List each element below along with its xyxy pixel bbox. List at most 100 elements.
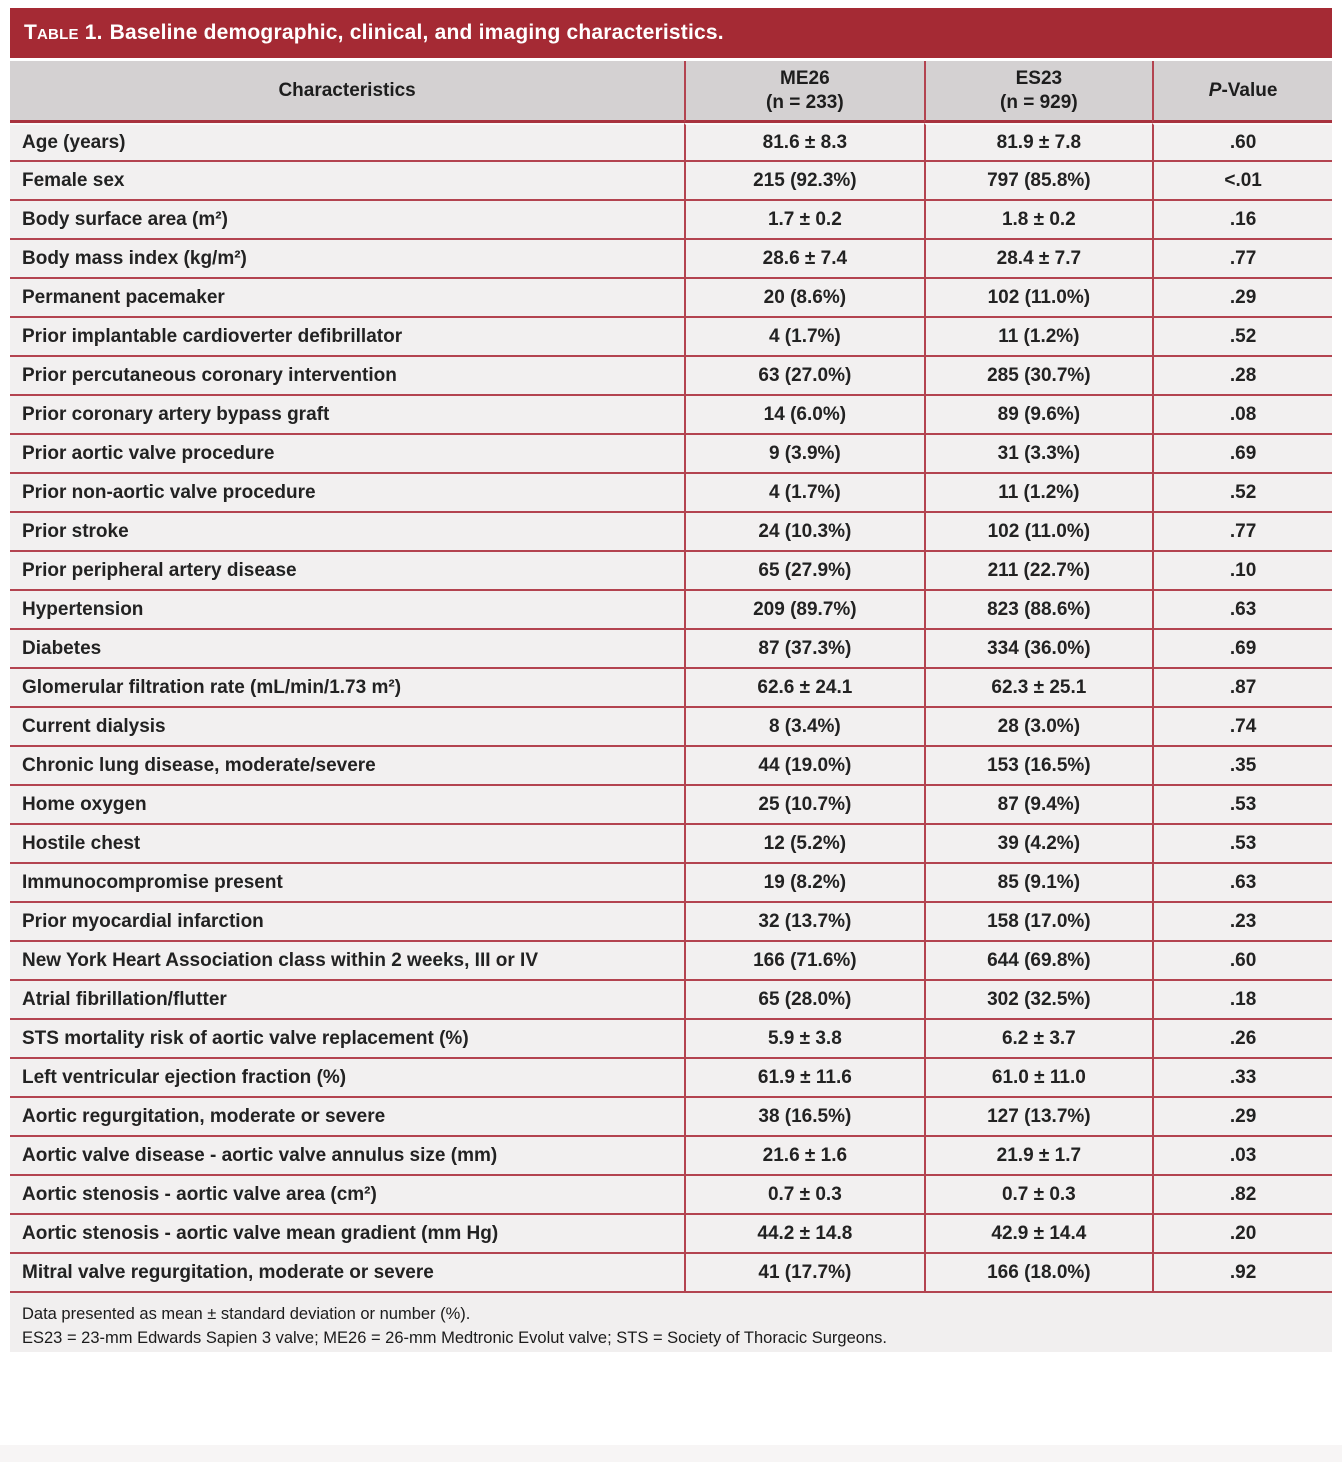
table-row: Prior aortic valve procedure 9 (3.9%) 31… xyxy=(10,435,1332,474)
es23-value: 87 (9.4%) xyxy=(923,786,1153,825)
characteristic-label: Prior stroke xyxy=(10,513,685,552)
p-value: .28 xyxy=(1152,357,1332,396)
p-value: .60 xyxy=(1152,123,1332,162)
es23-value: 102 (11.0%) xyxy=(923,513,1153,552)
table-number-label: Table 1. xyxy=(24,21,103,44)
p-value: .53 xyxy=(1152,786,1332,825)
es23-value: 1.8 ± 0.2 xyxy=(923,201,1153,240)
p-value: .08 xyxy=(1152,396,1332,435)
me26-value: 1.7 ± 0.2 xyxy=(684,201,924,240)
table-row: Chronic lung disease, moderate/severe 44… xyxy=(10,747,1332,786)
table-row: Left ventricular ejection fraction (%) 6… xyxy=(10,1059,1332,1098)
table-header: Characteristics ME26 (n = 233) ES23 (n =… xyxy=(10,61,1332,123)
p-value-rest: -Value xyxy=(1221,79,1278,101)
table-row: Prior peripheral artery disease 65 (27.9… xyxy=(10,552,1332,591)
table-row: Prior implantable cardioverter defibrill… xyxy=(10,318,1332,357)
es23-value: 823 (88.6%) xyxy=(923,591,1153,630)
p-value: <.01 xyxy=(1152,162,1332,201)
es23-value: 285 (30.7%) xyxy=(923,357,1153,396)
es23-value: 31 (3.3%) xyxy=(923,435,1153,474)
me26-value: 87 (37.3%) xyxy=(684,630,924,669)
me26-value: 209 (89.7%) xyxy=(684,591,924,630)
characteristic-label: Age (years) xyxy=(10,123,685,162)
me26-value: 62.6 ± 24.1 xyxy=(684,669,924,708)
table-row: Aortic stenosis - aortic valve mean grad… xyxy=(10,1215,1332,1254)
p-value: .82 xyxy=(1152,1176,1332,1215)
me26-value: 25 (10.7%) xyxy=(684,786,924,825)
p-value: .52 xyxy=(1152,474,1332,513)
me26-value: 12 (5.2%) xyxy=(684,825,924,864)
p-value: .18 xyxy=(1152,981,1332,1020)
table-row: Hostile chest 12 (5.2%) 39 (4.2%) .53 xyxy=(10,825,1332,864)
p-value: .29 xyxy=(1152,1098,1332,1137)
p-value: .69 xyxy=(1152,435,1332,474)
characteristic-label: Glomerular filtration rate (mL/min/1.73 … xyxy=(10,669,685,708)
table-row: Aortic regurgitation, moderate or severe… xyxy=(10,1098,1332,1137)
es23-value: 334 (36.0%) xyxy=(923,630,1153,669)
characteristic-label: Prior aortic valve procedure xyxy=(10,435,685,474)
table-row: Atrial fibrillation/flutter 65 (28.0%) 3… xyxy=(10,981,1332,1020)
es23-value: 0.7 ± 0.3 xyxy=(923,1176,1153,1215)
me26-value: 5.9 ± 3.8 xyxy=(684,1020,924,1059)
characteristic-label: Prior myocardial infarction xyxy=(10,903,685,942)
table-footnotes: Data presented as mean ± standard deviat… xyxy=(10,1293,1332,1352)
table-row: Immunocompromise present 19 (8.2%) 85 (9… xyxy=(10,864,1332,903)
characteristic-label: Female sex xyxy=(10,162,685,201)
me26-value: 19 (8.2%) xyxy=(684,864,924,903)
es23-value: 61.0 ± 11.0 xyxy=(923,1059,1153,1098)
characteristic-label: Prior non-aortic valve procedure xyxy=(10,474,685,513)
table-title-bar: Table 1. Baseline demographic, clinical,… xyxy=(10,8,1332,58)
characteristic-label: Mitral valve regurgitation, moderate or … xyxy=(10,1254,685,1293)
table-row: Home oxygen 25 (10.7%) 87 (9.4%) .53 xyxy=(10,786,1332,825)
characteristic-label: Aortic valve disease - aortic valve annu… xyxy=(10,1137,685,1176)
es23-value: 62.3 ± 25.1 xyxy=(923,669,1153,708)
es23-value: 797 (85.8%) xyxy=(923,162,1153,201)
me26-value: 81.6 ± 8.3 xyxy=(684,123,924,162)
table-row: Aortic stenosis - aortic valve area (cm²… xyxy=(10,1176,1332,1215)
column-header-p-value: P-Value xyxy=(1152,61,1332,123)
me26-name: ME26 xyxy=(780,67,830,89)
p-value: .35 xyxy=(1152,747,1332,786)
p-value: .63 xyxy=(1152,591,1332,630)
es23-value: 28.4 ± 7.7 xyxy=(923,240,1153,279)
p-value: .87 xyxy=(1152,669,1332,708)
es23-value: 39 (4.2%) xyxy=(923,825,1153,864)
table-row: Prior myocardial infarction 32 (13.7%) 1… xyxy=(10,903,1332,942)
me26-value: 0.7 ± 0.3 xyxy=(684,1176,924,1215)
characteristic-label: Chronic lung disease, moderate/severe xyxy=(10,747,685,786)
table-row: Female sex 215 (92.3%) 797 (85.8%) <.01 xyxy=(10,162,1332,201)
characteristic-label: Body surface area (m²) xyxy=(10,201,685,240)
es23-value: 11 (1.2%) xyxy=(923,474,1153,513)
me26-value: 65 (27.9%) xyxy=(684,552,924,591)
characteristic-label: Current dialysis xyxy=(10,708,685,747)
es23-value: 153 (16.5%) xyxy=(923,747,1153,786)
es23-value: 166 (18.0%) xyxy=(923,1254,1153,1293)
p-value: .60 xyxy=(1152,942,1332,981)
me26-value: 21.6 ± 1.6 xyxy=(684,1137,924,1176)
me26-value: 61.9 ± 11.6 xyxy=(684,1059,924,1098)
characteristic-label: Aortic stenosis - aortic valve mean grad… xyxy=(10,1215,685,1254)
header-row: Characteristics ME26 (n = 233) ES23 (n =… xyxy=(10,61,1332,123)
me26-value: 63 (27.0%) xyxy=(684,357,924,396)
p-value: .92 xyxy=(1152,1254,1332,1293)
table-row: New York Heart Association class within … xyxy=(10,942,1332,981)
characteristic-label: STS mortality risk of aortic valve repla… xyxy=(10,1020,685,1059)
footnote-abbreviations: ES23 = 23-mm Edwards Sapien 3 valve; ME2… xyxy=(22,1328,887,1347)
characteristic-label: Prior percutaneous coronary intervention xyxy=(10,357,685,396)
column-header-me26: ME26 (n = 233) xyxy=(684,61,924,123)
es23-value: 28 (3.0%) xyxy=(923,708,1153,747)
me26-value: 215 (92.3%) xyxy=(684,162,924,201)
table-row: Mitral valve regurgitation, moderate or … xyxy=(10,1254,1332,1293)
table-row: Current dialysis 8 (3.4%) 28 (3.0%) .74 xyxy=(10,708,1332,747)
p-value: .26 xyxy=(1152,1020,1332,1059)
me26-value: 32 (13.7%) xyxy=(684,903,924,942)
p-value: .53 xyxy=(1152,825,1332,864)
table-row: STS mortality risk of aortic valve repla… xyxy=(10,1020,1332,1059)
baseline-characteristics-table: Characteristics ME26 (n = 233) ES23 (n =… xyxy=(10,61,1332,1293)
table-row: Prior non-aortic valve procedure 4 (1.7%… xyxy=(10,474,1332,513)
characteristic-label: Left ventricular ejection fraction (%) xyxy=(10,1059,685,1098)
me26-n: (n = 233) xyxy=(766,91,844,113)
p-value: .16 xyxy=(1152,201,1332,240)
table-row: Prior coronary artery bypass graft 14 (6… xyxy=(10,396,1332,435)
